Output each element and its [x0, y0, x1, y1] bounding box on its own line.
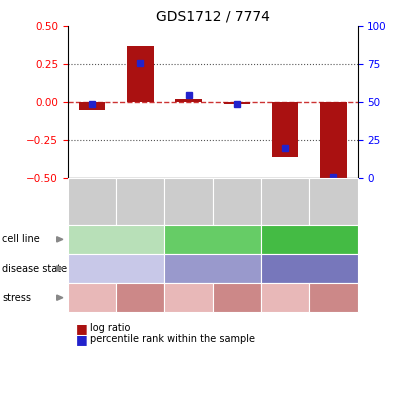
Bar: [175, 99, 202, 102]
Text: caspase
inactivated: caspase inactivated: [265, 291, 305, 304]
Bar: [127, 46, 154, 102]
Text: log ratio: log ratio: [90, 324, 131, 333]
Text: stress: stress: [2, 293, 31, 303]
Text: bladder cancer: bladder cancer: [270, 264, 349, 273]
Text: ■: ■: [76, 322, 88, 335]
Text: caspase
inactivated: caspase inactivated: [169, 291, 209, 304]
Text: disease state: disease state: [2, 264, 67, 273]
Bar: [224, 102, 250, 104]
Text: DNA frag
mented: DNA frag mented: [124, 291, 157, 304]
Text: DNA frag
mented: DNA frag mented: [317, 291, 350, 304]
Text: GSM74967: GSM74967: [232, 177, 241, 226]
Title: GDS1712 / 7774: GDS1712 / 7774: [156, 10, 270, 24]
Bar: [320, 102, 347, 178]
Text: HT29: HT29: [198, 234, 227, 244]
Text: breast cancer: breast cancer: [80, 264, 152, 273]
Text: colon cancer: colon cancer: [179, 264, 246, 273]
Text: GSM74911: GSM74911: [88, 177, 97, 226]
Text: cell line: cell line: [2, 234, 40, 244]
Text: T24: T24: [299, 234, 320, 244]
Text: ■: ■: [76, 333, 88, 346]
Bar: [272, 102, 298, 157]
Text: caspase
inactivated: caspase inactivated: [72, 291, 112, 304]
Text: GSM74910: GSM74910: [136, 177, 145, 226]
Text: percentile rank within the sample: percentile rank within the sample: [90, 335, 255, 344]
Text: GSM74983: GSM74983: [281, 177, 290, 226]
Text: DNA frag
mented: DNA frag mented: [220, 291, 253, 304]
Text: HTB26: HTB26: [98, 234, 134, 244]
Bar: [79, 102, 105, 110]
Text: GSM74954: GSM74954: [329, 177, 338, 226]
Text: GSM74940: GSM74940: [184, 177, 193, 226]
